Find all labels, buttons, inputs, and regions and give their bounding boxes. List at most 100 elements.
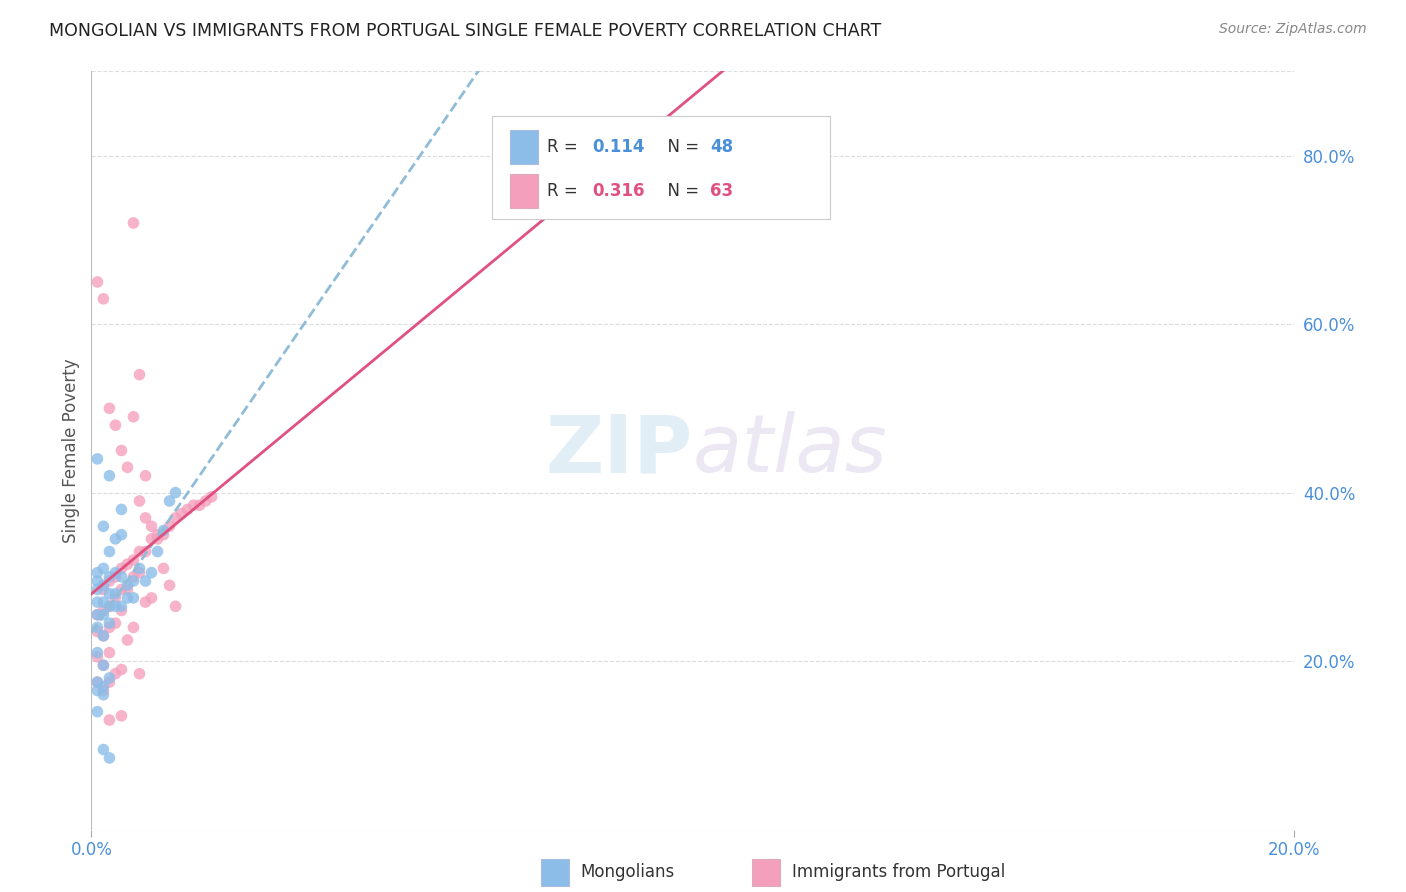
Point: [122, 216, 145, 230]
Point: [141, 519, 163, 533]
Point: [128, 566, 150, 580]
Point: [170, 507, 193, 521]
Point: [117, 557, 139, 572]
Text: Immigrants from Portugal: Immigrants from Portugal: [792, 863, 1005, 881]
Point: [165, 599, 187, 614]
Point: [152, 561, 174, 575]
Point: [93, 679, 115, 693]
Point: [86, 607, 108, 622]
Point: [93, 607, 115, 622]
Text: 63: 63: [710, 182, 733, 200]
Point: [110, 582, 132, 597]
Point: [93, 658, 115, 673]
Point: [104, 599, 127, 614]
Point: [110, 561, 132, 575]
Point: [86, 582, 108, 597]
Point: [176, 502, 198, 516]
Point: [93, 683, 115, 698]
Point: [86, 675, 108, 690]
Point: [93, 603, 115, 617]
Point: [98, 570, 121, 584]
Point: [122, 553, 145, 567]
Point: [98, 599, 121, 614]
Point: [159, 519, 181, 533]
Point: [86, 675, 108, 690]
Point: [93, 688, 115, 702]
Point: [98, 616, 121, 631]
Point: [183, 498, 205, 512]
Point: [134, 544, 156, 558]
Point: [98, 544, 121, 558]
Point: [86, 683, 108, 698]
Point: [98, 671, 121, 685]
Point: [86, 566, 108, 580]
Text: N =: N =: [657, 137, 704, 155]
Point: [128, 666, 150, 681]
Text: N =: N =: [657, 182, 704, 200]
Point: [93, 595, 115, 609]
Text: Source: ZipAtlas.com: Source: ZipAtlas.com: [1219, 22, 1367, 37]
Point: [117, 591, 139, 605]
Point: [134, 574, 156, 588]
Point: [93, 658, 115, 673]
Point: [98, 713, 121, 727]
Point: [86, 607, 108, 622]
Point: [93, 292, 115, 306]
Point: [86, 624, 108, 639]
Point: [128, 494, 150, 508]
Point: [104, 570, 127, 584]
Text: R =: R =: [547, 182, 583, 200]
Point: [110, 443, 132, 458]
Point: [117, 460, 139, 475]
Point: [93, 519, 115, 533]
Point: [117, 582, 139, 597]
Text: ZIP: ZIP: [546, 411, 692, 490]
Point: [122, 409, 145, 424]
Point: [152, 524, 174, 538]
Point: [122, 570, 145, 584]
Point: [146, 527, 169, 541]
Text: 48: 48: [710, 137, 733, 155]
Point: [165, 485, 187, 500]
Point: [86, 649, 108, 664]
Text: Mongolians: Mongolians: [581, 863, 675, 881]
Point: [104, 418, 127, 433]
Point: [93, 742, 115, 756]
Text: 0.316: 0.316: [592, 182, 644, 200]
Point: [141, 566, 163, 580]
Point: [134, 468, 156, 483]
Point: [110, 708, 132, 723]
Point: [110, 570, 132, 584]
Text: atlas: atlas: [692, 411, 887, 490]
Point: [98, 468, 121, 483]
Point: [104, 587, 127, 601]
Point: [134, 595, 156, 609]
Point: [110, 599, 132, 614]
Point: [117, 578, 139, 592]
Point: [93, 582, 115, 597]
Point: [104, 616, 127, 631]
Point: [194, 494, 217, 508]
Point: [134, 511, 156, 525]
Text: R =: R =: [547, 137, 583, 155]
Point: [188, 498, 211, 512]
Point: [122, 574, 145, 588]
Point: [104, 666, 127, 681]
Point: [104, 566, 127, 580]
Point: [104, 532, 127, 546]
Point: [98, 574, 121, 588]
Point: [117, 633, 139, 648]
Point: [98, 751, 121, 765]
Point: [98, 646, 121, 660]
Point: [86, 574, 108, 588]
Point: [110, 502, 132, 516]
Point: [146, 532, 169, 546]
Point: [146, 544, 169, 558]
Point: [86, 705, 108, 719]
Point: [93, 629, 115, 643]
Point: [86, 451, 108, 466]
Point: [141, 591, 163, 605]
Text: MONGOLIAN VS IMMIGRANTS FROM PORTUGAL SINGLE FEMALE POVERTY CORRELATION CHART: MONGOLIAN VS IMMIGRANTS FROM PORTUGAL SI…: [49, 22, 882, 40]
Y-axis label: Single Female Poverty: Single Female Poverty: [62, 359, 80, 542]
Point: [104, 591, 127, 605]
